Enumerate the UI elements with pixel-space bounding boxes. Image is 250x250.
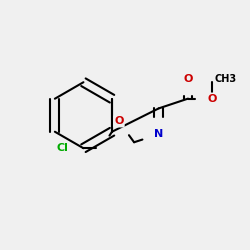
Text: O: O <box>114 116 124 126</box>
Text: O: O <box>208 94 217 104</box>
Text: CH3: CH3 <box>215 74 237 84</box>
Text: N: N <box>154 129 163 139</box>
Text: O: O <box>183 74 193 84</box>
Text: Cl: Cl <box>57 143 69 153</box>
